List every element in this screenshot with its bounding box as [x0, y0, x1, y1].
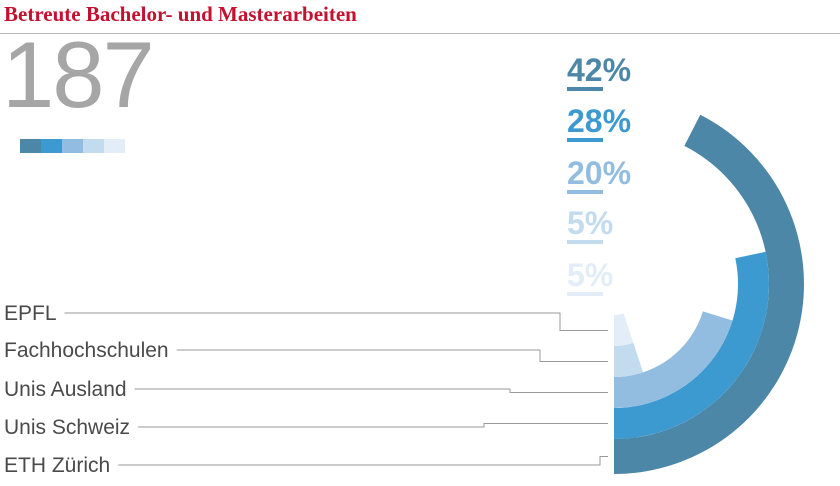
- percent-label-epfl: 5%: [567, 257, 613, 293]
- ring-segment-unis-schweiz: [614, 251, 769, 439]
- percent-underline-fachhochschulen: [567, 240, 603, 244]
- percent-label-fachhochschulen: 5%: [567, 205, 613, 241]
- leader-line-epfl: [64, 312, 608, 331]
- leader-line-eth-zuerich: [118, 456, 608, 466]
- category-label-fachhochschulen: Fachhochschulen: [4, 339, 169, 362]
- ring-segment-eth-zuerich: [614, 114, 804, 474]
- percent-underline-unis-ausland: [567, 190, 603, 194]
- title-divider: [0, 33, 840, 34]
- percent-label-unis-schweiz: 28%: [567, 103, 631, 139]
- leader-line-unis-ausland: [134, 388, 608, 393]
- chart-title: Betreute Bachelor- und Masterarbeiten: [4, 2, 357, 26]
- color-swatch-1: [20, 139, 41, 153]
- ring-segment-unis-ausland: [614, 311, 733, 409]
- ring-segment-epfl: [614, 313, 634, 346]
- percent-underline-unis-schweiz: [567, 138, 603, 142]
- leader-line-fachhochschulen: [176, 349, 608, 362]
- percent-label-unis-ausland: 20%: [567, 155, 631, 191]
- percent-underline-eth-zuerich: [567, 87, 603, 91]
- leader-line-unis-schweiz: [138, 423, 608, 428]
- color-swatch-3: [62, 139, 83, 153]
- category-label-unis-ausland: Unis Ausland: [4, 378, 127, 401]
- percent-label-eth-zuerich: 42%: [567, 52, 631, 88]
- color-swatch-4: [83, 139, 104, 153]
- color-swatch-5: [104, 139, 125, 153]
- category-label-unis-schweiz: Unis Schweiz: [4, 416, 130, 439]
- color-key: [20, 139, 125, 153]
- category-label-eth-zuerich: ETH Zürich: [4, 454, 110, 477]
- ring-segment-fachhochschulen: [614, 342, 644, 377]
- percent-underline-epfl: [567, 292, 603, 296]
- category-label-epfl: EPFL: [4, 302, 57, 325]
- color-swatch-2: [41, 139, 62, 153]
- total-count: 187: [2, 22, 155, 127]
